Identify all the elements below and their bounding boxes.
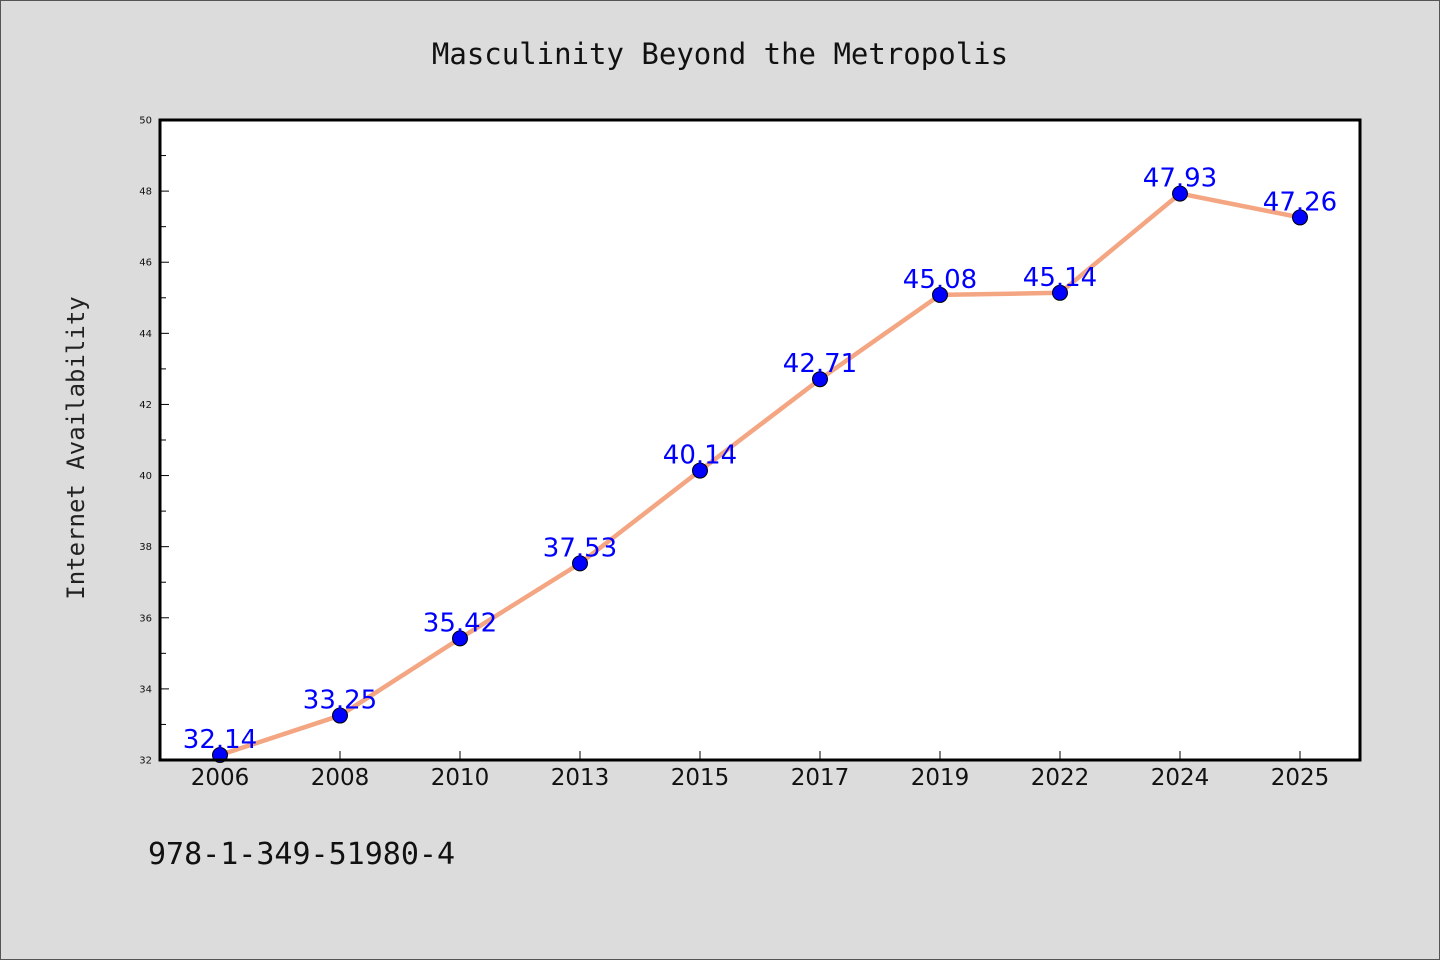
y-tick-label: 42 <box>139 400 152 411</box>
isbn-text: 978-1-349-51980-4 <box>148 837 455 872</box>
x-tick-label: 2015 <box>671 765 730 791</box>
data-label-2006: 32.14 <box>183 725 257 755</box>
data-label-2019: 45.08 <box>903 265 977 295</box>
plot-border <box>158 118 1362 762</box>
chart-title: Masculinity Beyond the Metropolis <box>432 37 1008 71</box>
series-line <box>219 191 1301 758</box>
y-tick-label: 46 <box>139 258 152 269</box>
x-tick-label: 2008 <box>311 765 370 791</box>
y-tick-label: 40 <box>139 471 152 482</box>
y-tick-label: 36 <box>139 613 152 624</box>
y-tick-label: 34 <box>139 684 152 695</box>
x-tick-label: 2022 <box>1031 765 1090 791</box>
x-tick-label: 2017 <box>791 765 850 791</box>
data-label-2017: 42.71 <box>783 349 857 379</box>
plot-area <box>160 120 1360 760</box>
x-tick-label: 2006 <box>191 765 250 791</box>
y-tick-label: 38 <box>139 542 152 553</box>
data-label-2015: 40.14 <box>663 441 737 471</box>
data-label-2024: 47.93 <box>1143 164 1217 194</box>
data-point-2017 <box>812 371 828 388</box>
data-point-2008 <box>332 707 348 724</box>
x-axis-ticks: 2006 2008 2010 2013 2015 2017 2019 2022 2024 2025 <box>191 751 1330 791</box>
data-point-2022 <box>1052 284 1068 301</box>
y-tick-label: 32 <box>139 756 152 767</box>
x-tick-label: 2025 <box>1271 765 1330 791</box>
y-tick-label: 44 <box>139 329 152 340</box>
data-label-2022: 45.14 <box>1023 263 1097 293</box>
data-labels: 32.14 33.25 35.42 37.53 40.14 42.71 45.08 45.14… <box>183 164 1337 755</box>
x-tick-label: 2010 <box>431 765 490 791</box>
data-label-2013: 37.53 <box>543 533 617 563</box>
y-tick-label: 50 <box>139 116 152 127</box>
data-label-2010: 35.42 <box>423 608 497 638</box>
data-point-2025 <box>1292 209 1308 226</box>
data-point-2024 <box>1172 185 1188 202</box>
x-tick-label: 2013 <box>551 765 610 791</box>
y-tick-label: 48 <box>139 187 152 198</box>
data-markers <box>212 185 1308 764</box>
x-tick-label: 2024 <box>1151 765 1210 791</box>
y-axis-label: Internet Availability <box>62 296 90 599</box>
data-point-2013 <box>572 555 588 572</box>
data-label-2008: 33.25 <box>303 686 377 716</box>
data-point-2015 <box>692 462 708 479</box>
data-label-2025: 47.26 <box>1263 187 1337 217</box>
x-tick-label: 2019 <box>911 765 970 791</box>
data-point-2019 <box>932 286 948 303</box>
data-point-2010 <box>452 630 468 647</box>
